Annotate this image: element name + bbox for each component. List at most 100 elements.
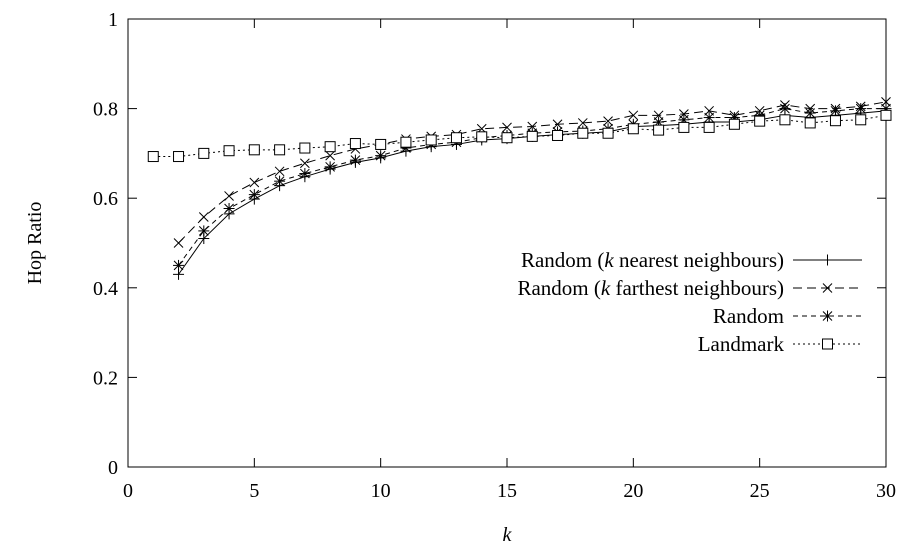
legend-name-suffix: nearest neighbours) <box>614 248 784 272</box>
data-point-star <box>779 103 791 115</box>
marker-stroke <box>804 117 816 129</box>
marker-stroke <box>526 130 538 142</box>
marker-stroke <box>822 311 833 321</box>
marker-stroke <box>552 129 564 141</box>
x-tick-label: 0 <box>123 480 133 502</box>
data-point-square <box>223 145 235 157</box>
data-point-square <box>501 132 513 144</box>
marker-stroke <box>375 138 387 150</box>
marker-stroke <box>829 115 841 127</box>
data-point-cross <box>249 177 260 188</box>
x-axis-label: k <box>503 524 513 546</box>
marker-stroke <box>324 141 336 153</box>
marker-stroke <box>375 150 386 161</box>
y-tick-label: 0.2 <box>93 367 118 389</box>
marker-stroke <box>822 338 833 350</box>
series-line <box>153 114 887 158</box>
marker-stroke <box>805 108 816 118</box>
series-4 <box>147 109 892 163</box>
data-point-star <box>248 189 260 201</box>
series-layer <box>147 97 892 280</box>
marker-stroke <box>349 138 361 150</box>
marker-stroke <box>603 116 613 127</box>
legend-name: Landmark <box>698 332 785 356</box>
data-point-plus <box>822 254 833 266</box>
series-3 <box>173 103 892 271</box>
legend-label: Landmark <box>698 332 785 356</box>
marker-stroke <box>173 151 185 163</box>
marker-stroke <box>780 103 790 114</box>
marker-stroke <box>703 121 715 133</box>
marker-stroke <box>855 103 866 114</box>
x-tick-label: 10 <box>371 480 391 502</box>
marker-stroke <box>325 161 335 172</box>
marker-stroke <box>274 166 285 177</box>
data-point-square <box>375 138 387 150</box>
data-point-square <box>476 131 488 143</box>
x-tick-label: 25 <box>750 480 770 502</box>
marker-stroke <box>880 109 892 121</box>
data-point-cross <box>274 166 285 177</box>
data-point-square <box>627 123 639 135</box>
legend-name-italic: k <box>601 276 611 300</box>
marker-stroke <box>627 123 639 135</box>
data-point-star <box>703 112 715 124</box>
data-point-square <box>855 114 867 126</box>
y-axis-label: Hop Ratio <box>24 202 46 285</box>
data-point-square <box>400 136 412 148</box>
marker-stroke <box>602 127 614 139</box>
data-point-cross <box>628 110 639 121</box>
data-point-square <box>822 338 833 350</box>
marker-stroke <box>173 260 184 271</box>
data-point-square <box>552 129 564 141</box>
marker-stroke <box>400 136 412 148</box>
data-point-cross <box>198 212 209 222</box>
marker-stroke <box>274 144 286 156</box>
marker-stroke <box>249 177 260 188</box>
data-point-cross <box>577 118 588 128</box>
data-point-square <box>173 151 185 163</box>
marker-stroke <box>779 114 791 126</box>
marker-stroke <box>299 142 311 154</box>
data-point-star <box>375 150 387 162</box>
data-point-square <box>425 134 437 146</box>
data-point-square <box>324 141 336 153</box>
data-point-star <box>855 103 867 115</box>
data-point-square <box>678 121 690 133</box>
data-point-star <box>829 105 841 117</box>
data-point-star <box>299 168 311 180</box>
data-point-square <box>804 117 816 129</box>
marker-stroke <box>274 176 285 187</box>
marker-stroke <box>855 114 867 126</box>
plot-frame <box>127 18 887 468</box>
y-tick-label: 0.4 <box>93 278 118 300</box>
marker-stroke <box>628 110 639 121</box>
marker-stroke <box>173 238 184 248</box>
marker-stroke <box>198 147 210 159</box>
marker-stroke <box>224 191 234 201</box>
marker-stroke <box>223 145 235 157</box>
legend-name: Random <box>713 304 784 328</box>
marker-stroke <box>577 118 588 128</box>
marker-stroke <box>501 132 513 144</box>
marker-stroke <box>224 203 234 214</box>
axes: 0 5 10 15 20 25 30 0 0.2 0.4 0.6 0.8 1 k Hop Ratio <box>24 9 896 546</box>
marker-stroke <box>502 122 512 133</box>
data-point-star <box>822 310 833 322</box>
legend-label: Random <box>713 304 784 328</box>
data-point-square <box>147 151 159 163</box>
x-tick-label: 30 <box>876 480 896 502</box>
x-tick-label: 5 <box>249 480 259 502</box>
data-point-square <box>248 144 260 156</box>
marker-stroke <box>147 151 159 163</box>
y-tick-label: 0 <box>108 457 118 479</box>
marker-stroke <box>350 155 361 165</box>
marker-stroke <box>425 134 437 146</box>
marker-stroke <box>577 127 589 139</box>
data-point-square <box>450 132 462 144</box>
legend-label: Random (k farthest neighbours) <box>517 276 784 300</box>
marker-stroke <box>476 131 488 143</box>
marker-stroke <box>822 283 833 293</box>
data-point-square <box>880 109 892 121</box>
marker-stroke <box>830 105 841 116</box>
